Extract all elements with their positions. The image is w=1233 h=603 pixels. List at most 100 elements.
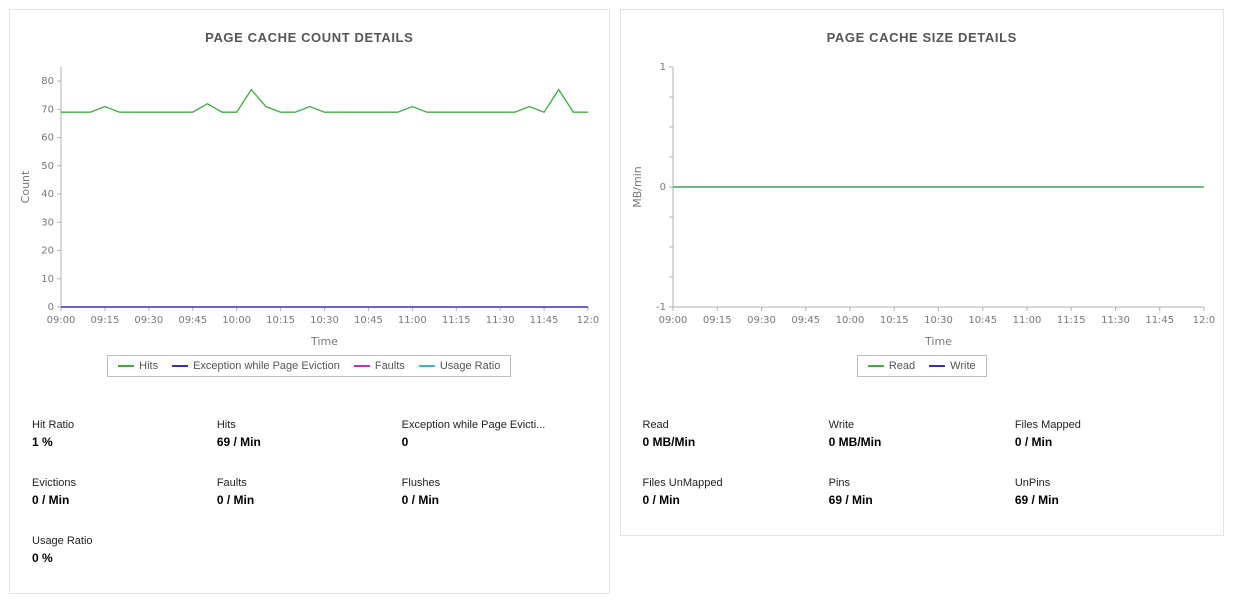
- count-chart-legend: Hits Exception while Page Eviction Faults U…: [10, 355, 609, 377]
- svg-text:0: 0: [660, 182, 666, 193]
- svg-text:Time: Time: [924, 335, 952, 348]
- stat-label: Evictions: [32, 477, 77, 489]
- svg-text:09:00: 09:00: [659, 315, 688, 326]
- legend-item: Faults: [353, 360, 405, 372]
- stat-item: UnPins 69 / Min: [1015, 477, 1201, 507]
- svg-text:09:15: 09:15: [90, 315, 119, 326]
- stat-item: Pins 69 / Min: [829, 477, 1015, 507]
- svg-text:10:00: 10:00: [836, 315, 865, 326]
- size-line-chart: -1 0 1 09:00 09:15 09:30 09:45 10:00 10:15 10:30 1…: [629, 53, 1215, 353]
- svg-text:10:15: 10:15: [880, 315, 909, 326]
- svg-text:0: 0: [47, 302, 53, 313]
- stat-item: Read 0 MB/Min: [643, 419, 829, 449]
- svg-text:09:45: 09:45: [178, 315, 207, 326]
- stat-value: 69 / Min: [828, 493, 873, 507]
- stat-value: 0 / Min: [1014, 435, 1053, 449]
- legend-item: Exception while Page Eviction: [172, 360, 340, 372]
- stat-value: 0 / Min: [216, 493, 255, 507]
- stat-item: Faults 0 / Min: [217, 477, 402, 507]
- legend-box: Read Write: [856, 355, 987, 377]
- stat-label: Hits: [216, 419, 236, 431]
- stat-value: 0 / Min: [401, 493, 439, 507]
- legend-item: Usage Ratio: [418, 360, 501, 372]
- panel-title-count: PAGE CACHE COUNT DETAILS: [205, 30, 414, 45]
- stat-label: Pins: [828, 477, 851, 489]
- legend-item: Read: [867, 360, 915, 372]
- svg-text:1: 1: [660, 62, 666, 73]
- svg-text:10:15: 10:15: [266, 315, 295, 326]
- svg-text:MB/min: MB/min: [631, 166, 644, 208]
- svg-text:-1: -1: [656, 302, 666, 313]
- stat-item: Usage Ratio 0 %: [32, 535, 217, 565]
- stat-item: Flushes 0 / Min: [402, 477, 587, 507]
- page-cache-size-panel: PAGE CACHE SIZE DETAILS -1 0 1 09:00 09:15 09…: [619, 9, 1224, 536]
- legend-label: Write: [950, 360, 976, 372]
- stat-label: Hit Ratio: [32, 419, 75, 431]
- stat-label: Exception while Page Evicti...: [401, 419, 546, 431]
- svg-text:60: 60: [41, 133, 54, 144]
- svg-text:10: 10: [41, 274, 54, 285]
- svg-text:10:45: 10:45: [969, 315, 998, 326]
- legend-item: Hits: [118, 360, 158, 372]
- legend-line-marker-icon: [172, 365, 189, 367]
- svg-text:30: 30: [41, 217, 54, 228]
- legend-line-marker-icon: [929, 365, 946, 367]
- stat-item: Write 0 MB/Min: [829, 419, 1015, 449]
- count-line-chart: 0 10 20 30 40 50 60 70 80 09:00 09:15 09:30 09:45 10:…: [17, 53, 602, 353]
- stat-value: 0 %: [32, 551, 53, 565]
- stat-value: 0 / Min: [642, 493, 680, 507]
- stat-label: Faults: [216, 477, 247, 489]
- svg-text:40: 40: [41, 189, 54, 200]
- legend-label: Usage Ratio: [439, 360, 501, 372]
- stat-value: 69 / Min: [216, 435, 261, 449]
- svg-text:11:45: 11:45: [1146, 315, 1175, 326]
- svg-text:Time: Time: [310, 335, 338, 348]
- legend-label: Hits: [139, 360, 159, 372]
- stat-value: 0 MB/Min: [828, 435, 882, 449]
- svg-text:50: 50: [41, 161, 54, 172]
- chart-svg: -1 0 1 09:00 09:15 09:30 09:45 10:00 10:15 10:30 1…: [631, 62, 1215, 348]
- stat-label: UnPins: [1014, 477, 1051, 489]
- legend-label: Faults: [374, 360, 405, 372]
- stat-label: Read: [642, 419, 669, 431]
- legend-line-marker-icon: [418, 365, 435, 367]
- stat-value: 0 / Min: [32, 493, 70, 507]
- size-chart-legend: Read Write: [621, 355, 1224, 377]
- stat-item: Hit Ratio 1 %: [32, 419, 217, 449]
- legend-line-marker-icon: [353, 365, 370, 367]
- count-stats-grid: Hit Ratio 1 % Hits 69 / Min Exception while …: [10, 377, 609, 593]
- stat-value: 0: [401, 435, 409, 449]
- stat-value: 1 %: [32, 435, 53, 449]
- svg-text:11:15: 11:15: [442, 315, 471, 326]
- stat-item: Evictions 0 / Min: [32, 477, 217, 507]
- svg-text:12:0: 12:0: [1193, 315, 1215, 326]
- stat-label: Usage Ratio: [32, 535, 93, 547]
- svg-text:11:45: 11:45: [529, 315, 558, 326]
- page-cache-count-panel: PAGE CACHE COUNT DETAILS 0 10 20 30 40 50 60 70…: [9, 9, 610, 594]
- svg-text:09:45: 09:45: [792, 315, 821, 326]
- svg-text:11:30: 11:30: [486, 315, 515, 326]
- svg-text:12:0: 12:0: [577, 315, 599, 326]
- stat-item: Exception while Page Evicti... 0: [402, 419, 587, 449]
- legend-label: Exception while Page Eviction: [193, 360, 340, 372]
- stat-value: 69 / Min: [1014, 493, 1059, 507]
- stat-label: Flushes: [401, 477, 441, 489]
- stat-item: Files Mapped 0 / Min: [1015, 419, 1201, 449]
- svg-text:10:00: 10:00: [222, 315, 251, 326]
- stat-label: Write: [828, 419, 855, 431]
- svg-text:80: 80: [41, 76, 54, 87]
- chart-svg: 0 10 20 30 40 50 60 70 80 09:00 09:15 09:30 09:45 10:…: [19, 67, 599, 348]
- panel-title-size: PAGE CACHE SIZE DETAILS: [826, 30, 1017, 45]
- svg-text:Count: Count: [19, 170, 32, 203]
- svg-text:10:45: 10:45: [354, 315, 383, 326]
- svg-text:09:30: 09:30: [134, 315, 163, 326]
- stat-item: Files UnMapped 0 / Min: [643, 477, 829, 507]
- stat-item: Hits 69 / Min: [217, 419, 402, 449]
- svg-text:09:30: 09:30: [747, 315, 776, 326]
- svg-text:11:00: 11:00: [1013, 315, 1042, 326]
- svg-text:09:15: 09:15: [703, 315, 732, 326]
- legend-line-marker-icon: [118, 365, 135, 367]
- svg-text:10:30: 10:30: [924, 315, 953, 326]
- svg-text:11:15: 11:15: [1057, 315, 1086, 326]
